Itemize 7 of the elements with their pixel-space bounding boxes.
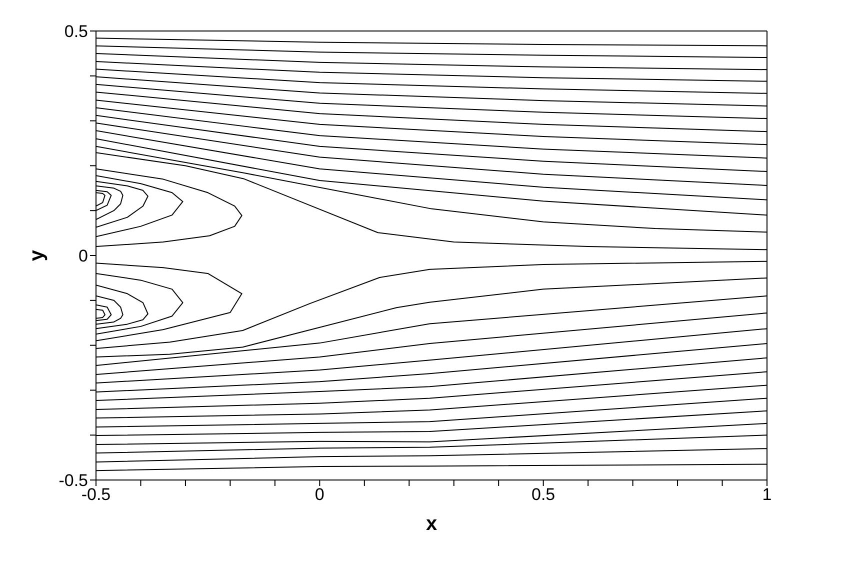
y-tick-label: 0	[78, 246, 88, 266]
y-axis-title: y	[26, 249, 48, 262]
x-axis-title: x	[426, 513, 438, 535]
x-tick-label: 0.5	[532, 485, 556, 504]
x-tick-label: 0	[314, 485, 324, 504]
y-tick-label: 0.5	[64, 22, 88, 42]
x-tick-label: 1	[762, 485, 772, 504]
